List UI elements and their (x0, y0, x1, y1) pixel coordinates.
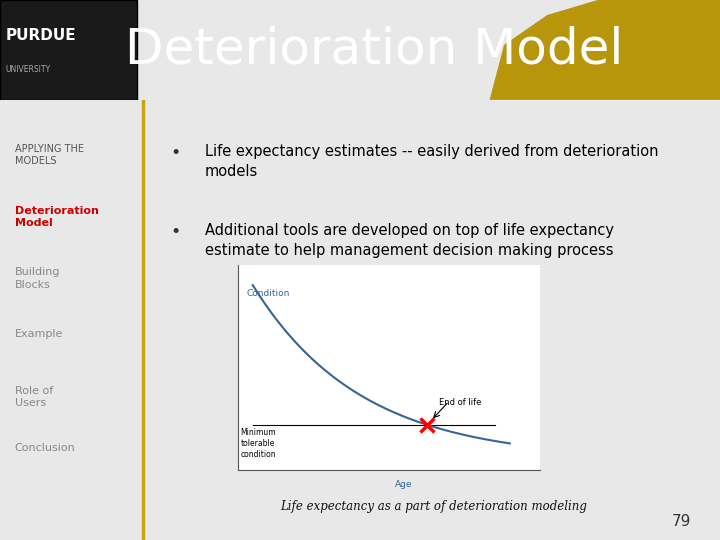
Text: UNIVERSITY: UNIVERSITY (6, 65, 51, 74)
Text: Building
Blocks: Building Blocks (14, 267, 60, 289)
Text: Condition: Condition (247, 289, 290, 298)
Text: End of life: End of life (438, 398, 481, 407)
Text: Deterioration Model: Deterioration Model (125, 26, 624, 74)
Text: Life expectancy estimates -- easily derived from deterioration
models: Life expectancy estimates -- easily deri… (205, 144, 658, 179)
Text: Life expectancy as a part of deterioration modeling: Life expectancy as a part of deteriorati… (280, 501, 588, 514)
Text: •: • (171, 223, 181, 241)
Text: Minimum
tolerable
condition: Minimum tolerable condition (240, 428, 276, 459)
FancyBboxPatch shape (0, 0, 137, 100)
Text: PURDUE: PURDUE (6, 28, 76, 43)
Text: Additional tools are developed on top of life expectancy
estimate to help manage: Additional tools are developed on top of… (205, 223, 614, 258)
Text: Deterioration
Model: Deterioration Model (14, 206, 99, 228)
Polygon shape (490, 0, 720, 100)
Text: Example: Example (14, 329, 63, 339)
Text: APPLYING THE
MODELS: APPLYING THE MODELS (14, 144, 84, 166)
Text: Conclusion: Conclusion (14, 443, 76, 453)
Text: 79: 79 (672, 514, 691, 529)
Text: Role of
Users: Role of Users (14, 386, 53, 408)
Text: •: • (171, 144, 181, 162)
Text: Age: Age (395, 480, 413, 489)
